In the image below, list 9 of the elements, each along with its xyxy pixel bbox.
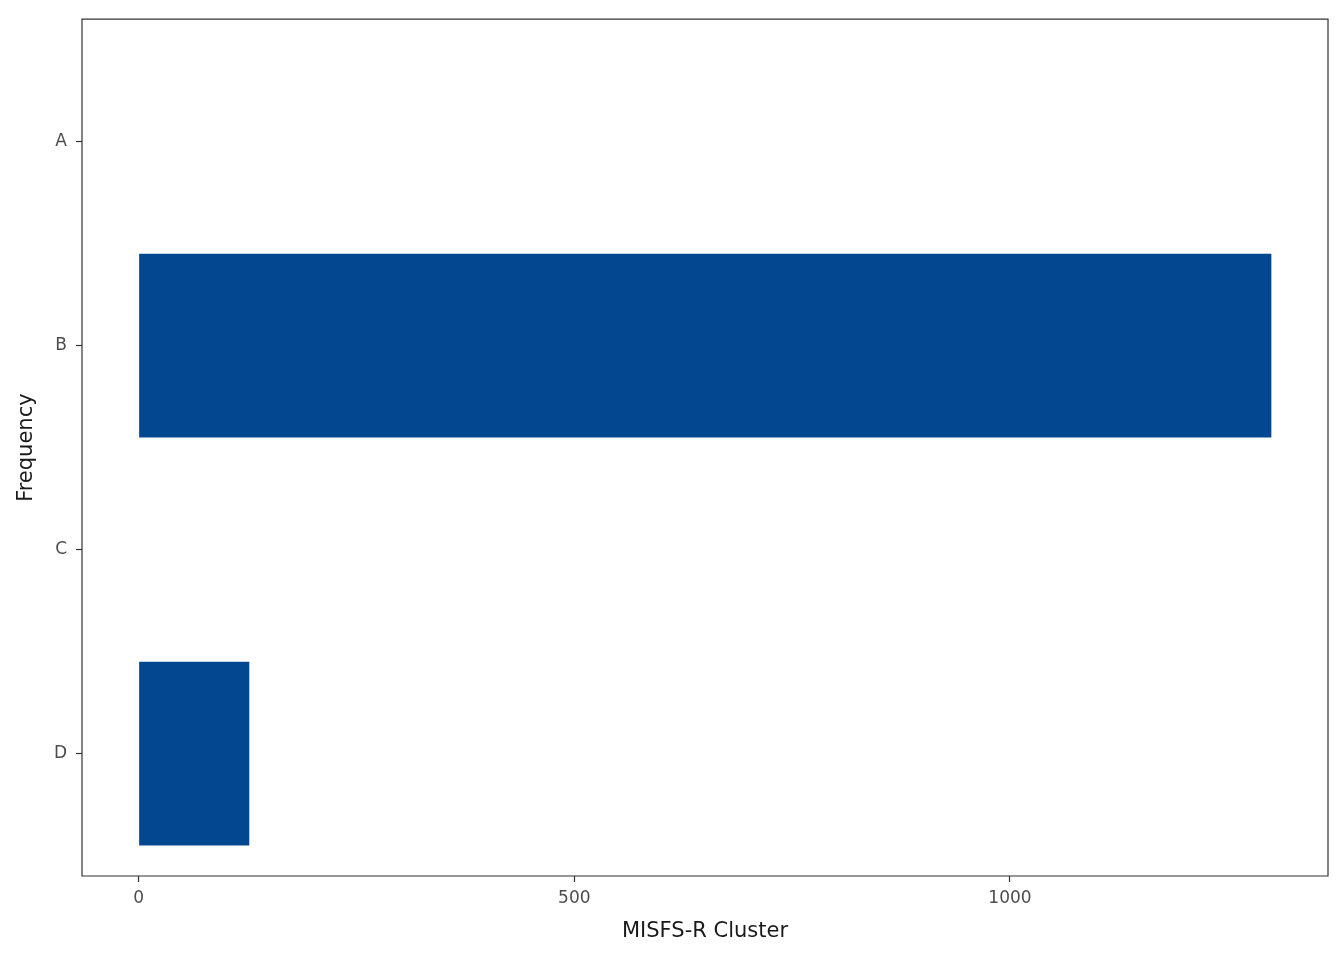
x-axis-title: MISFS-R Cluster: [621, 917, 789, 942]
y-tick-label: B: [55, 334, 67, 355]
x-tick-label: 0: [133, 886, 145, 907]
y-tick-label: D: [53, 742, 67, 763]
x-tick-label: 500: [558, 886, 591, 907]
y-axis-title: Frequency: [13, 393, 38, 502]
x-tick-label: 1000: [988, 886, 1032, 907]
y-tick-label: A: [55, 130, 68, 151]
y-tick-label: C: [55, 538, 67, 559]
